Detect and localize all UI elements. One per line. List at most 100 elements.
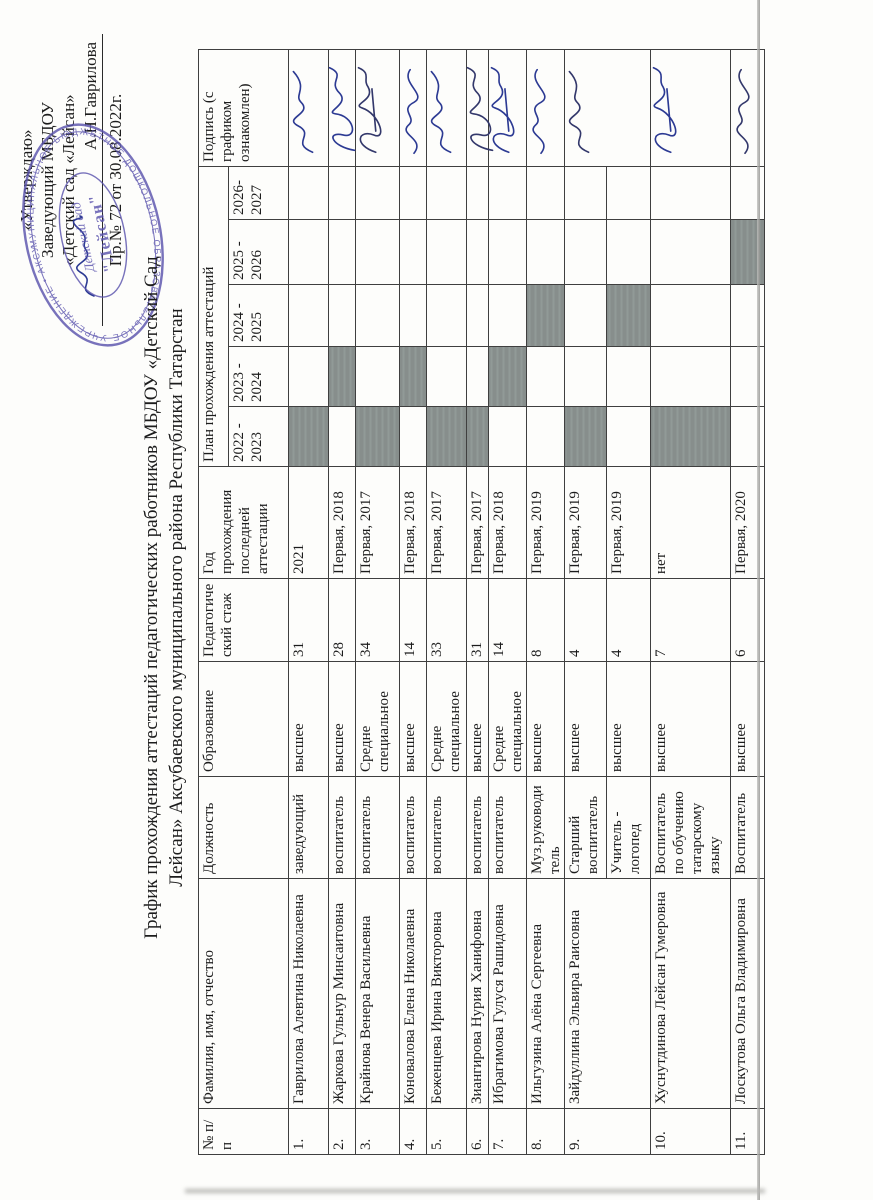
plan-cell-2023-2024	[426, 346, 467, 407]
last-attestation-cell: Первая, 2019	[526, 466, 565, 579]
position-cell: воспитатель	[355, 776, 400, 879]
table-row: 10. Хуснутдинова Лейсан Гумеровна Воспитат…	[650, 49, 731, 1155]
attestation-schedule-table: № п/п Фамилия, имя, отчество Должность О…	[198, 49, 765, 1155]
plan-cell-2024-2025	[288, 284, 329, 347]
plan-year-header: 2022 - 2023	[228, 406, 289, 467]
plan-cell-2025-2026	[650, 219, 731, 285]
education-cell: высшее	[526, 661, 565, 777]
table-row: 11. Лоскутова Ольга Владимировна Воспитате…	[730, 49, 765, 1155]
director-signature-icon	[72, 215, 95, 297]
experience-cell: 31	[466, 578, 489, 662]
education-cell: Средне специальное	[426, 661, 467, 777]
plan-cell-2022-2023	[526, 406, 565, 467]
plan-cell-2026-2027	[328, 166, 356, 220]
plan-cell-2024-2025	[399, 284, 427, 347]
handwritten-signature-icon	[430, 70, 452, 154]
plan-cell-2022-2023	[488, 406, 527, 467]
plan-cell-2024-2025	[606, 284, 651, 347]
plan-cell-2026-2027	[650, 166, 731, 220]
position-cell: Воспитатель по обучению татарскому языку	[650, 776, 731, 879]
teacher-name: Хуснутдинова Лейсан Гумеровна	[650, 878, 731, 1109]
experience-cell: 7	[650, 578, 731, 662]
education-cell: Средне специальное	[355, 661, 400, 777]
approval-block: «Утверждаю» Заведующий МБДОУ «Детский са…	[16, 34, 126, 326]
plan-cell-2023-2024	[564, 346, 607, 407]
signature-cell	[466, 49, 494, 167]
col-header-last-attestation: Год прохождения последней аттестации	[198, 466, 289, 579]
last-attestation-cell: Первая, 2018	[488, 466, 527, 579]
signature-cell	[730, 49, 765, 167]
plan-cell-2026-2027	[288, 166, 329, 220]
plan-cell-2023-2024	[399, 346, 427, 407]
plan-cell-2025-2026	[526, 219, 565, 285]
table-row: 7. Ибрагимова Гулуся Рашидовна воспитатель…	[488, 49, 527, 1155]
teacher-name: Коновалова Елена Николаевна	[399, 878, 427, 1109]
position-cell: Учитель - логопед	[606, 776, 651, 879]
signature-cell	[564, 49, 651, 167]
experience-cell: 4	[564, 578, 607, 662]
scan-edge-shadow	[185, 1189, 765, 1193]
handwritten-signature-icon	[292, 70, 314, 154]
plan-cell-2025-2026	[466, 219, 489, 285]
document-title-line2: Лейсан» Аксубаевского муниципального рай…	[166, 308, 187, 887]
plan-cell-2023-2024	[526, 346, 565, 407]
handwritten-signature-icon	[405, 68, 419, 155]
plan-cell-2023-2024	[355, 346, 400, 407]
plan-cell-2025-2026	[488, 219, 527, 285]
plan-cell-2023-2024	[288, 346, 329, 407]
plan-year-header: 2026-2027	[228, 166, 289, 220]
experience-cell: 28	[328, 578, 356, 662]
row-num: 8.	[526, 1108, 565, 1155]
plan-year-header: 2025 - 2026	[228, 219, 289, 285]
plan-cell-2022-2023	[466, 406, 489, 467]
last-attestation-cell: Первая, 2017	[355, 466, 400, 579]
plan-cell-2022-2023	[426, 406, 467, 467]
signature-cell	[426, 49, 467, 167]
plan-cell-2025-2026	[355, 219, 400, 285]
plan-cell-2026-2027	[426, 166, 467, 220]
position-cell: Муз.руководитель	[526, 776, 565, 879]
plan-cell-2022-2023	[650, 406, 731, 467]
teacher-name: Ильгузина Алёна Сергеевна	[526, 878, 565, 1109]
table-row: 5. Беженцева Ирина Викторовна воспитатель С…	[426, 49, 467, 1155]
position-cell: воспитатель	[488, 776, 527, 879]
plan-cell-2025-2026	[606, 219, 651, 285]
last-attestation-cell: 2021	[288, 466, 329, 579]
plan-cell-2024-2025	[650, 284, 731, 347]
handwritten-signature-icon	[357, 66, 382, 154]
plan-cell-2023-2024	[606, 346, 651, 407]
plan-cell-2026-2027	[526, 166, 565, 220]
handwritten-signature-icon	[490, 66, 515, 154]
teacher-name: Зайдуллина Эльвира Раисовна	[564, 878, 651, 1109]
row-num: 10.	[650, 1108, 731, 1155]
table-row: 9. Зайдуллина Эльвира Раисовна Старший вос…	[564, 49, 651, 1155]
plan-cell-2022-2023	[355, 406, 400, 467]
education-cell: высшее	[650, 661, 731, 777]
plan-year-header: 2024 - 2025	[228, 284, 289, 347]
plan-year-header: 2023 - 2024	[228, 346, 289, 407]
plan-cell-2024-2025	[466, 284, 489, 347]
row-num: 6.	[466, 1108, 489, 1155]
plan-cell-2026-2027	[488, 166, 527, 220]
plan-cell-2025-2026	[288, 219, 329, 285]
handwritten-signature-icon	[652, 66, 677, 154]
row-num: 5.	[426, 1108, 467, 1155]
plan-cell-2024-2025	[328, 284, 356, 347]
plan-cell-2023-2024	[488, 346, 527, 407]
education-cell: Средне специальное	[488, 661, 527, 777]
teacher-name: Гаврилова Алевтина Николаевна	[288, 878, 329, 1109]
plan-cell-2024-2025	[526, 284, 565, 347]
experience-cell: 33	[426, 578, 467, 662]
experience-cell: 14	[488, 578, 527, 662]
plan-cell-2024-2025	[426, 284, 467, 347]
position-cell: воспитатель	[328, 776, 356, 879]
row-num: 3.	[355, 1108, 400, 1155]
row-num: 4.	[399, 1108, 427, 1155]
plan-cell-2026-2027	[399, 166, 427, 220]
signature-cell	[488, 49, 527, 167]
handwritten-signature-icon	[328, 66, 356, 152]
plan-cell-2025-2026	[399, 219, 427, 285]
experience-cell: 31	[288, 578, 329, 662]
plan-cell-2022-2023	[288, 406, 329, 467]
col-header-signature: Подпись (с графиком ознакомлен)	[198, 49, 289, 167]
